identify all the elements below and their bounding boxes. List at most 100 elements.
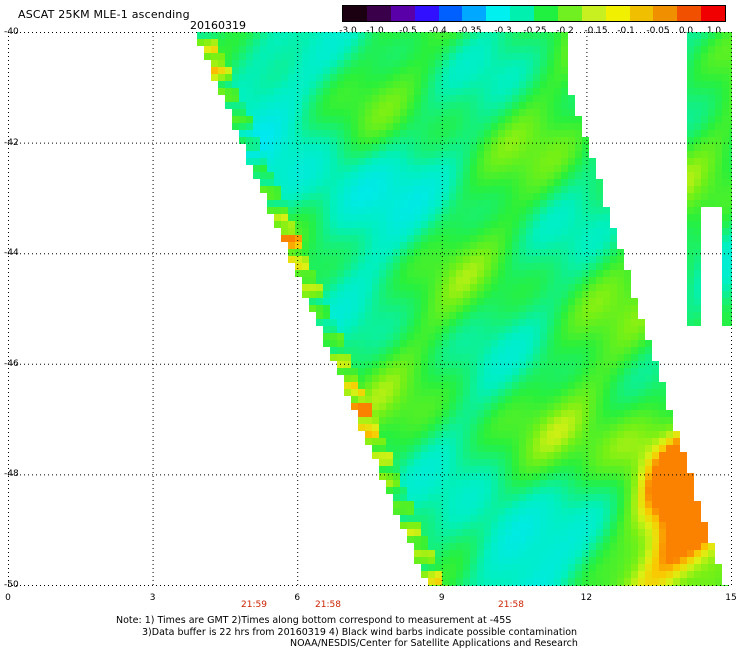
swath-cell <box>687 277 694 284</box>
swath-cell <box>463 333 470 340</box>
swath-cell <box>295 60 302 67</box>
swath-cell <box>540 459 547 466</box>
swath-cell <box>561 522 568 529</box>
swath-cell <box>715 165 722 172</box>
swath-cell <box>477 515 484 522</box>
swath-cell <box>540 74 547 81</box>
swath-cell <box>260 179 267 186</box>
swath-cell <box>603 452 610 459</box>
swath-cell <box>351 67 358 74</box>
swath-cell <box>526 263 533 270</box>
swath-cell <box>533 445 540 452</box>
swath-cell <box>533 67 540 74</box>
swath-cell <box>708 95 715 102</box>
swath-cell <box>694 123 701 130</box>
swath-cell <box>610 319 617 326</box>
swath-cell <box>603 382 610 389</box>
swath-cell <box>379 375 386 382</box>
swath-cell <box>505 319 512 326</box>
swath-cell <box>407 480 414 487</box>
swath-cell <box>414 305 421 312</box>
swath-cell <box>582 480 589 487</box>
swath-cell <box>582 466 589 473</box>
swath-cell <box>701 172 708 179</box>
swath-cell <box>442 501 449 508</box>
swath-cell <box>372 410 379 417</box>
swath-cell <box>484 480 491 487</box>
swath-cell <box>386 172 393 179</box>
swath-cell <box>274 60 281 67</box>
swath-cell <box>288 249 295 256</box>
swath-cell <box>498 410 505 417</box>
swath-cell <box>484 543 491 550</box>
swath-cell <box>393 207 400 214</box>
swath-cell <box>442 179 449 186</box>
swath-cell <box>477 459 484 466</box>
swath-cell <box>596 207 603 214</box>
swath-cell <box>344 298 351 305</box>
swath-cell <box>554 256 561 263</box>
swath-cell <box>393 354 400 361</box>
swath-cell <box>715 39 722 46</box>
swath-cell <box>442 81 449 88</box>
swath-cell <box>589 179 596 186</box>
swath-cell <box>540 81 547 88</box>
swath-cell <box>470 214 477 221</box>
swath-cell <box>267 137 274 144</box>
swath-cell <box>330 221 337 228</box>
swath-cell <box>260 102 267 109</box>
swath-cell <box>540 480 547 487</box>
swath-cell <box>582 263 589 270</box>
swath-cell <box>246 95 253 102</box>
swath-cell <box>512 39 519 46</box>
swath-cell <box>617 550 624 557</box>
swath-cell <box>421 515 428 522</box>
swath-cell <box>386 186 393 193</box>
swath-cell <box>414 424 421 431</box>
swath-cell <box>400 179 407 186</box>
swath-cell <box>505 326 512 333</box>
swath-cell <box>533 144 540 151</box>
swath-cell <box>505 564 512 571</box>
swath-cell <box>400 88 407 95</box>
swath-cell <box>323 60 330 67</box>
swath-cell <box>358 130 365 137</box>
swath-cell <box>645 522 652 529</box>
swath-cell <box>680 529 687 536</box>
swath-cell <box>666 529 673 536</box>
swath-cell <box>477 564 484 571</box>
swath-cell <box>540 193 547 200</box>
swath-cell <box>449 109 456 116</box>
swath-cell <box>631 543 638 550</box>
swath-cell <box>435 494 442 501</box>
swath-cell <box>526 74 533 81</box>
swath-cell <box>428 319 435 326</box>
swath-cell <box>512 536 519 543</box>
swath-cell <box>547 410 554 417</box>
swath-cell <box>589 207 596 214</box>
swath-cell <box>582 515 589 522</box>
swath-cell <box>596 291 603 298</box>
swath-cell <box>442 137 449 144</box>
swath-cell <box>337 326 344 333</box>
swath-cell <box>631 305 638 312</box>
swath-cell <box>407 431 414 438</box>
swath-cell <box>631 396 638 403</box>
swath-cell <box>428 207 435 214</box>
swath-cell <box>533 480 540 487</box>
swath-cell <box>379 459 386 466</box>
swath-cell <box>491 242 498 249</box>
swath-cell <box>309 81 316 88</box>
swath-cell <box>302 249 309 256</box>
swath-cell <box>568 585 575 586</box>
swath-cell <box>449 529 456 536</box>
swath-cell <box>617 494 624 501</box>
swath-cell <box>554 333 561 340</box>
swath-cell <box>386 424 393 431</box>
swath-cell <box>295 32 302 39</box>
swath-cell <box>582 312 589 319</box>
swath-cell <box>470 396 477 403</box>
swath-cell <box>519 39 526 46</box>
swath-cell <box>526 459 533 466</box>
swath-cell <box>596 417 603 424</box>
